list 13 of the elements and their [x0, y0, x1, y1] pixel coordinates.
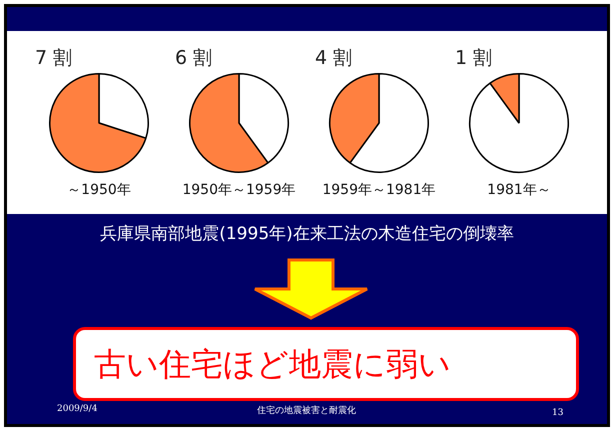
text: 13 — [552, 408, 564, 418]
chart-title: 6 割 — [175, 46, 212, 71]
chart-title: 1 割 — [455, 46, 492, 71]
text: 2009/9/4 — [57, 404, 98, 414]
text: ～1950年 — [66, 181, 132, 199]
text: 住宅の地震被害と耐震化 — [257, 404, 356, 417]
chart-title: 7 割 — [35, 46, 72, 71]
text: 古い住宅ほど地震に弱い — [73, 327, 579, 401]
chart-title: 4 割 — [315, 46, 352, 71]
text: 1981年～ — [486, 181, 552, 199]
text: 兵庫県南部地震(1995年)在来工法の木造住宅の倒壊率 — [99, 223, 515, 245]
text: 1959年～1981年 — [321, 181, 437, 199]
text: 1950年～1959年 — [181, 181, 297, 199]
